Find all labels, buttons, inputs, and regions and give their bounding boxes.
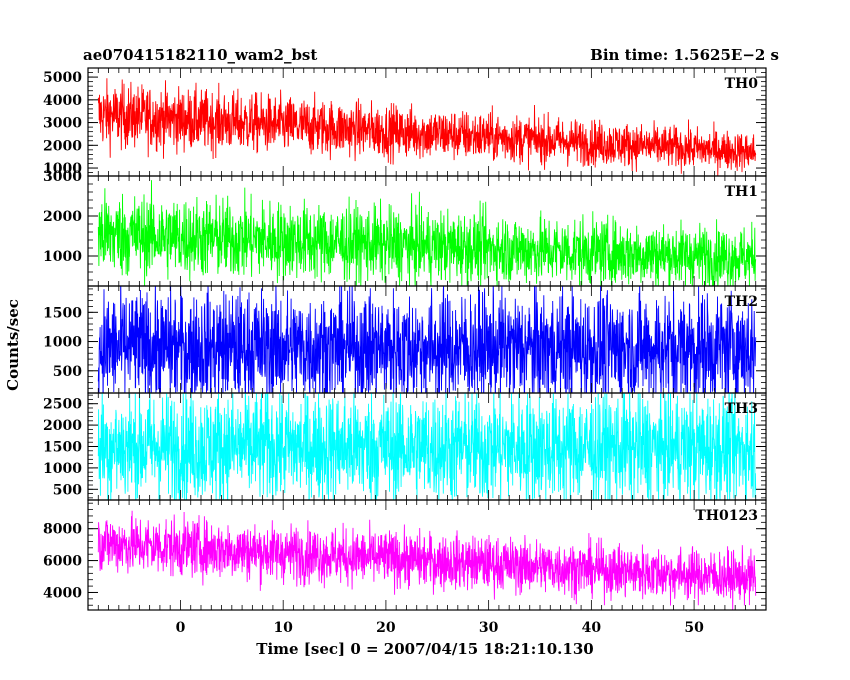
header-right-label: Bin time: 1.5625E−2 s bbox=[590, 46, 779, 64]
series-line-th0123 bbox=[97, 510, 757, 610]
y-tick-label: 2000 bbox=[43, 138, 82, 154]
y-axis-title: Counts/sec bbox=[4, 299, 22, 391]
series-line-th2 bbox=[97, 286, 757, 393]
series-line-th3 bbox=[97, 393, 757, 500]
y-tick-label: 2000 bbox=[43, 209, 82, 225]
panel-label-th0123: TH0123 bbox=[695, 508, 758, 524]
panel-label-th0: TH0 bbox=[725, 76, 759, 92]
y-tick-label: 3000 bbox=[43, 116, 82, 132]
x-tick-label: 0 bbox=[176, 620, 186, 636]
y-tick-label: 4000 bbox=[43, 93, 82, 109]
y-tick-label: 6000 bbox=[43, 554, 82, 570]
y-tick-label: 500 bbox=[53, 482, 82, 498]
y-tick-label: 1500 bbox=[43, 305, 82, 321]
y-tick-label: 500 bbox=[53, 364, 82, 380]
y-tick-label: 5000 bbox=[43, 70, 82, 86]
x-tick-label: 40 bbox=[582, 620, 602, 636]
panel-label-th1: TH1 bbox=[725, 184, 758, 200]
x-tick-label: 30 bbox=[479, 620, 499, 636]
y-tick-label: 1500 bbox=[43, 440, 82, 456]
x-tick-label: 20 bbox=[376, 620, 396, 636]
y-tick-label: 2000 bbox=[43, 418, 82, 434]
y-tick-label: 1000 bbox=[43, 161, 82, 177]
header-left-label: ae070415182110_wam2_bst bbox=[83, 46, 317, 64]
x-axis-title: Time [sec] 0 = 2007/04/15 18:21:10.130 bbox=[256, 640, 593, 658]
series-line-th0 bbox=[97, 78, 757, 176]
y-tick-label: 2500 bbox=[43, 397, 82, 413]
y-tick-label: 1000 bbox=[43, 335, 82, 351]
panel-label-th3: TH3 bbox=[725, 401, 758, 417]
y-tick-label: 1000 bbox=[43, 461, 82, 477]
y-tick-label: 8000 bbox=[43, 522, 82, 538]
panel-label-th2: TH2 bbox=[725, 294, 758, 310]
x-tick-label: 10 bbox=[273, 620, 293, 636]
x-tick-label: 50 bbox=[684, 620, 704, 636]
y-tick-label: 4000 bbox=[43, 585, 82, 601]
y-tick-label: 1000 bbox=[43, 249, 82, 265]
series-line-th1 bbox=[97, 180, 757, 286]
y-tick-label: 3000 bbox=[43, 169, 82, 185]
